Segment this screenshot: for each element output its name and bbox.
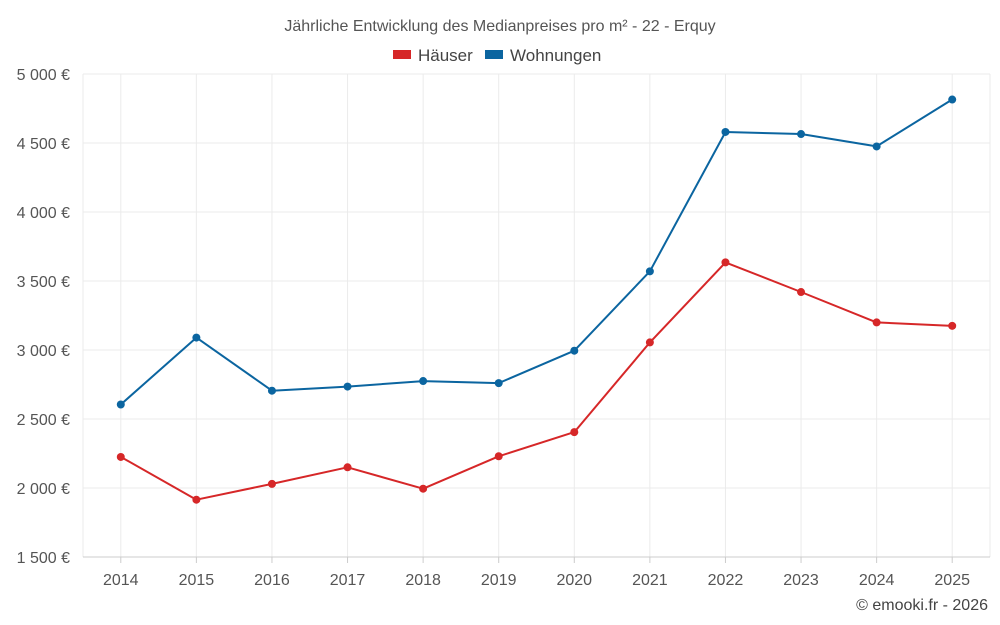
series-line-haeuser: [120, 261, 953, 501]
legend: Häuser Wohnungen: [393, 46, 601, 65]
x-tick-label: 2023: [783, 572, 819, 589]
data-point-wohnungen[interactable]: [116, 400, 125, 409]
series-haeuser: [116, 258, 957, 504]
axes: 1 500 € 2 000 € 2 500 € 3 000 € 3 500 € 4 000…: [17, 67, 990, 589]
data-point-wohnungen[interactable]: [570, 346, 579, 355]
y-tick-label: 4 000 €: [17, 205, 70, 222]
data-point-haeuser[interactable]: [797, 288, 806, 297]
data-point-haeuser[interactable]: [948, 321, 957, 330]
y-tick-label: 4 500 €: [17, 136, 70, 153]
x-tick-label: 2021: [632, 572, 668, 589]
credit-text: © emooki.fr - 2026: [856, 597, 988, 614]
data-point-haeuser[interactable]: [116, 452, 125, 461]
y-tick-label: 3 500 €: [17, 274, 70, 291]
data-point-haeuser[interactable]: [419, 484, 428, 493]
y-tick-label: 3 000 €: [17, 343, 70, 360]
data-point-wohnungen[interactable]: [797, 130, 806, 139]
data-point-haeuser[interactable]: [721, 258, 730, 267]
legend-label-wohnungen: Wohnungen: [510, 46, 601, 65]
chart-title: Jährliche Entwicklung des Medianpreises …: [284, 18, 715, 35]
x-tick-label: 2014: [103, 572, 139, 589]
data-point-wohnungen[interactable]: [645, 267, 654, 276]
legend-item-haeuser[interactable]: Häuser: [393, 46, 473, 65]
x-tick-label: 2015: [179, 572, 215, 589]
x-tick-label: 2025: [934, 572, 970, 589]
data-point-haeuser[interactable]: [192, 495, 201, 504]
grid: [82, 73, 991, 557]
data-point-wohnungen[interactable]: [192, 333, 201, 342]
data-point-haeuser[interactable]: [645, 338, 654, 347]
data-point-wohnungen[interactable]: [494, 379, 503, 388]
x-tick-label: 2020: [556, 572, 592, 589]
y-tick-label: 2 500 €: [17, 412, 70, 429]
x-tick-label: 2017: [330, 572, 366, 589]
x-tick-label: 2018: [405, 572, 441, 589]
legend-swatch-wohnungen: [485, 50, 503, 59]
y-tick-label: 5 000 €: [17, 67, 70, 84]
series-line-wohnungen: [120, 98, 953, 406]
data-point-wohnungen[interactable]: [721, 127, 730, 136]
x-tick-label: 2019: [481, 572, 517, 589]
data-point-haeuser[interactable]: [570, 428, 579, 437]
data-point-haeuser[interactable]: [494, 452, 503, 461]
data-point-haeuser[interactable]: [343, 463, 352, 472]
legend-item-wohnungen[interactable]: Wohnungen: [485, 46, 601, 65]
y-tick-label: 1 500 €: [17, 550, 70, 567]
data-point-haeuser[interactable]: [872, 318, 881, 327]
data-point-wohnungen[interactable]: [343, 382, 352, 391]
legend-label-haeuser: Häuser: [418, 46, 473, 65]
series: [116, 95, 957, 504]
y-tick-label: 2 000 €: [17, 481, 70, 498]
x-tick-label: 2022: [708, 572, 744, 589]
data-point-haeuser[interactable]: [267, 479, 276, 488]
data-point-wohnungen[interactable]: [872, 142, 881, 151]
x-tick-label: 2024: [859, 572, 895, 589]
x-tick-label: 2016: [254, 572, 290, 589]
data-point-wohnungen[interactable]: [267, 386, 276, 395]
data-point-wohnungen[interactable]: [419, 377, 428, 386]
legend-swatch-haeuser: [393, 50, 411, 59]
data-point-wohnungen[interactable]: [948, 95, 957, 104]
series-wohnungen: [116, 95, 957, 409]
